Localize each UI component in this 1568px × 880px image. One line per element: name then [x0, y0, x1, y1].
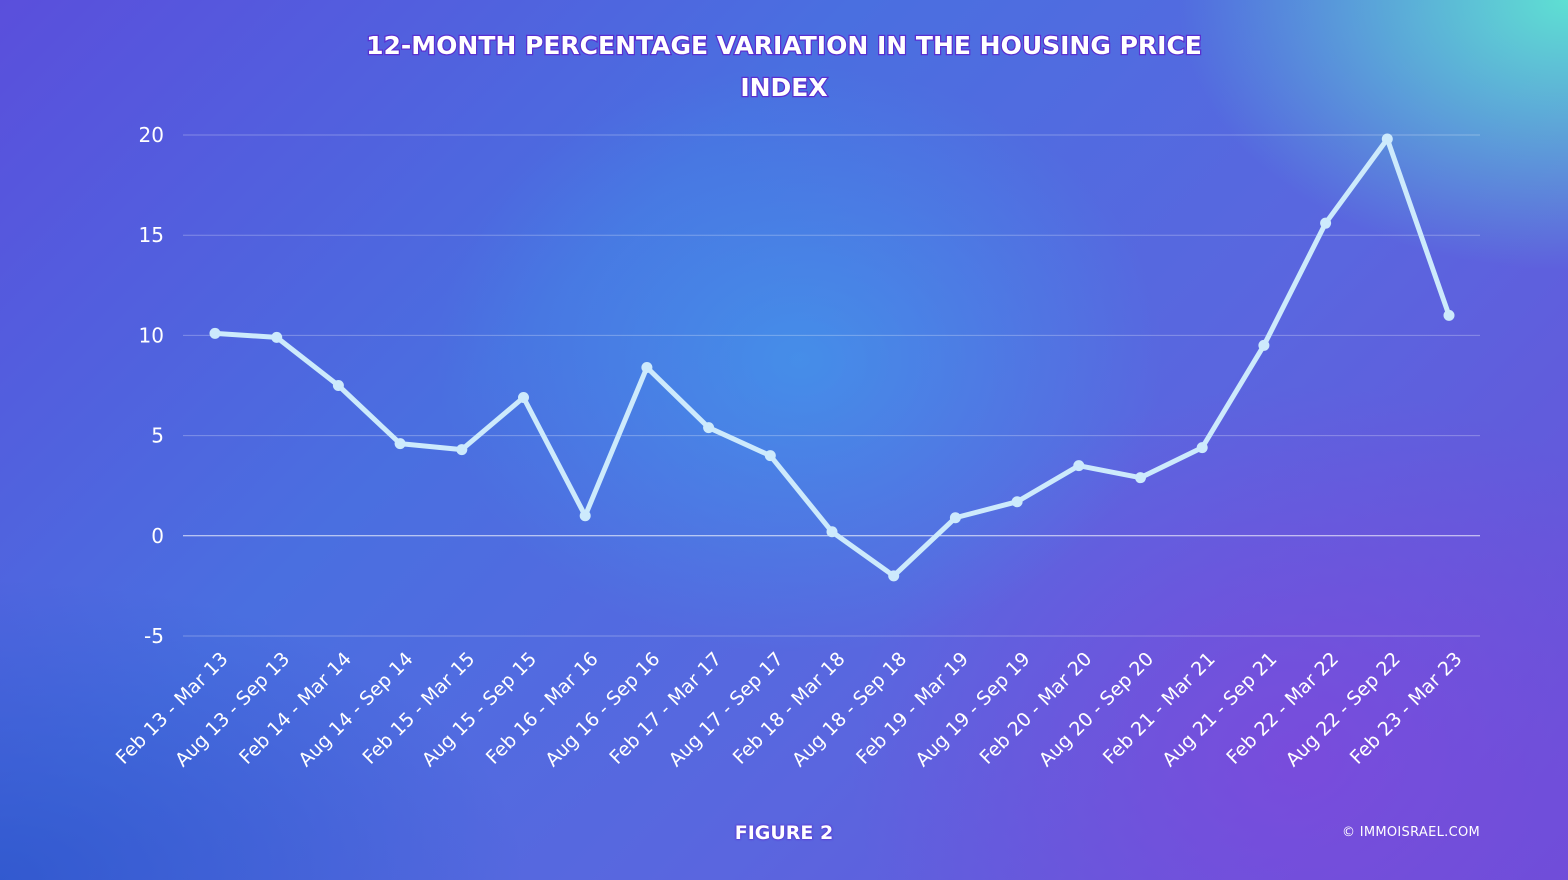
x-tick-label: Feb 17 - Mar 17 [605, 648, 726, 769]
x-tick-label: Aug 14 - Sep 14 [294, 648, 417, 771]
x-tick-label: Feb 21 - Mar 21 [1099, 648, 1220, 769]
y-tick-label: 10 [139, 323, 164, 347]
data-point [271, 331, 283, 343]
x-tick-label: Feb 20 - Mar 20 [976, 648, 1097, 769]
data-point [888, 570, 900, 582]
data-point [209, 327, 221, 339]
data-point [1073, 460, 1085, 472]
data-point [1320, 217, 1332, 229]
y-tick-label: 5 [151, 424, 164, 448]
x-tick-label: Aug 15 - Sep 15 [418, 648, 541, 771]
x-tick-label: Aug 16 - Sep 16 [541, 648, 664, 771]
chart-title: 12-MONTH PERCENTAGE VARIATION IN THE HOU… [365, 30, 1203, 104]
series [209, 133, 1455, 582]
y-tick-label: -5 [144, 624, 164, 648]
series-line [212, 136, 1452, 579]
chart-title-line-2: INDEX [740, 73, 827, 102]
data-point [1135, 472, 1146, 484]
data-point [1196, 442, 1208, 454]
data-point [1381, 133, 1393, 145]
x-tick-label: Feb 15 - Mar 15 [359, 648, 480, 769]
x-tick-label: Aug 18 - Sep 18 [788, 648, 911, 771]
x-tick-label: Feb 13 - Mar 13 [112, 648, 233, 769]
data-point [949, 512, 961, 524]
data-point [764, 450, 776, 462]
data-point [456, 444, 468, 456]
data-point [1011, 496, 1023, 508]
data-point [826, 526, 838, 538]
x-tick-label: Feb 14 - Mar 14 [235, 648, 356, 769]
x-tick-label: Feb 23 - Mar 23 [1346, 648, 1467, 769]
x-tick-label: Aug 20 - Sep 20 [1035, 648, 1158, 771]
data-point [518, 392, 529, 404]
x-tick-label: Feb 19 - Mar 19 [852, 648, 973, 769]
x-tick-label: Aug 21 - Sep 21 [1158, 648, 1281, 771]
x-tick-label: Aug 13 - Sep 13 [171, 648, 294, 771]
y-tick-label: 15 [139, 223, 164, 247]
figure-label: FIGURE 2 [734, 822, 834, 844]
data-point [394, 438, 406, 450]
x-tick-label: Feb 22 - Mar 22 [1222, 648, 1343, 769]
y-axis-ticks: -5 0 5 10 15 20 [139, 123, 164, 648]
x-tick-label: Aug 22 - Sep 22 [1282, 648, 1405, 771]
gridlines [183, 134, 1480, 637]
data-point [332, 380, 344, 391]
y-tick-label: 0 [151, 524, 164, 548]
x-tick-label: Feb 16 - Mar 16 [482, 648, 603, 769]
x-tick-label: Feb 18 - Mar 18 [729, 648, 850, 769]
data-point [641, 361, 653, 373]
x-tick-label: Aug 17 - Sep 17 [665, 648, 788, 771]
x-tick-label: Aug 19 - Sep 19 [911, 648, 1034, 771]
data-point [703, 422, 715, 434]
copyright-credit: © IMMOISRAEL.COM [1341, 825, 1480, 840]
data-point [579, 510, 591, 522]
data-point [1258, 339, 1270, 351]
chart-title-line-1: 12-MONTH PERCENTAGE VARIATION IN THE HOU… [366, 31, 1202, 60]
y-tick-label: 20 [139, 123, 164, 147]
data-point [1443, 309, 1455, 321]
